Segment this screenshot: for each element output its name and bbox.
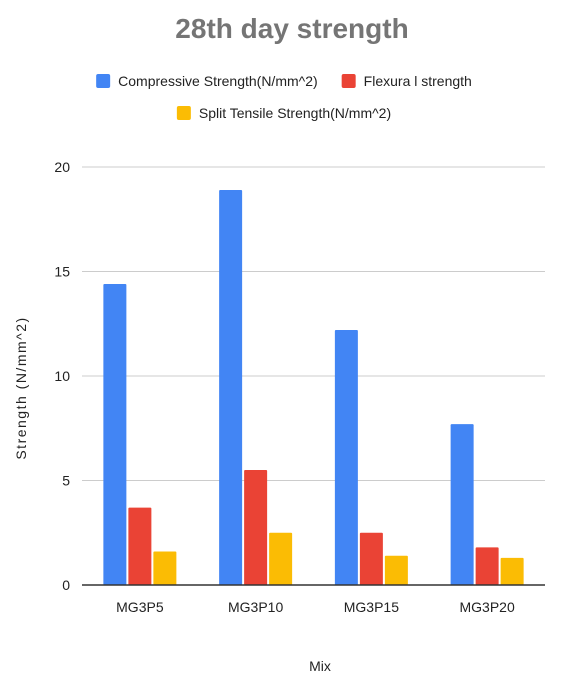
legend-label: Compressive Strength(N/mm^2) [118, 73, 318, 89]
bar-flexura-l-strength-mg3p10[interactable] [244, 470, 268, 585]
y-tick-label: 15 [54, 264, 70, 280]
legend-swatch [341, 74, 356, 88]
x-tick-label: MG3P15 [344, 599, 399, 615]
y-tick-label: 10 [54, 368, 70, 384]
bar-split-tensile-strength-n-mm-2-mg3p20[interactable] [500, 557, 524, 585]
legend-item: Split Tensile Strength(N/mm^2) [176, 105, 391, 121]
chart-legend: Compressive Strength(N/mm^2) Flexura l st… [96, 73, 472, 121]
bar-flexura-l-strength-mg3p5[interactable] [128, 507, 152, 585]
bar-split-tensile-strength-n-mm-2-mg3p5[interactable] [153, 551, 177, 585]
bar-compressive-strength-n-mm-2-mg3p5[interactable] [103, 284, 127, 585]
chart-title: 28th day strength [175, 13, 408, 44]
bar-flexura-l-strength-mg3p15[interactable] [359, 532, 383, 585]
legend-label: Flexura l strength [364, 73, 472, 89]
bar-compressive-strength-n-mm-2-mg3p20[interactable] [450, 424, 474, 585]
y-axis-title: Strength (N/mm^2) [13, 316, 29, 459]
bar-compressive-strength-n-mm-2-mg3p15[interactable] [334, 330, 358, 585]
bar-flexura-l-strength-mg3p20[interactable] [475, 547, 499, 585]
gridlines [82, 166, 545, 481]
legend-swatch [96, 74, 111, 88]
x-tick-label: MG3P10 [228, 599, 283, 615]
bar-split-tensile-strength-n-mm-2-mg3p15[interactable] [384, 555, 408, 585]
legend-swatch [176, 106, 191, 120]
bar-series [103, 189, 524, 586]
y-tick-label: 20 [54, 159, 70, 175]
legend-label: Split Tensile Strength(N/mm^2) [199, 105, 391, 121]
legend-item: Flexura l strength [341, 73, 472, 89]
legend-item: Compressive Strength(N/mm^2) [96, 73, 318, 89]
y-tick-label: 5 [62, 473, 70, 489]
x-axis-title: Mix [309, 658, 331, 674]
x-axis-ticks: MG3P5 MG3P10 MG3P15 MG3P20 [116, 599, 515, 615]
x-tick-label: MG3P5 [116, 599, 164, 615]
y-tick-label: 0 [62, 577, 70, 593]
bar-split-tensile-strength-n-mm-2-mg3p10[interactable] [269, 532, 293, 585]
bar-compressive-strength-n-mm-2-mg3p10[interactable] [219, 189, 243, 586]
y-axis-ticks: 0 5 10 15 20 [54, 159, 70, 593]
x-tick-label: MG3P20 [460, 599, 515, 615]
